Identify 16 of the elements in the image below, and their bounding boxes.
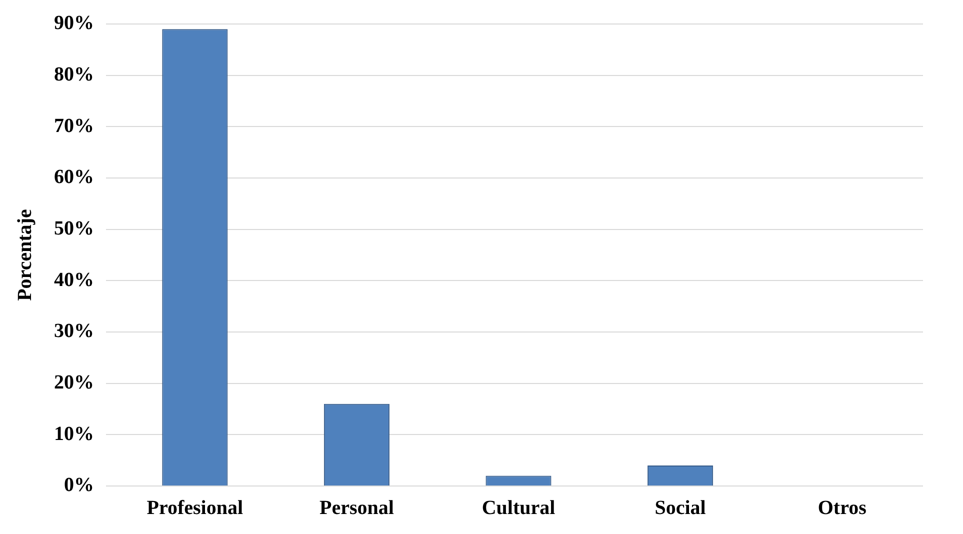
y-axis-title: Porcentaje [14, 208, 36, 301]
y-tick-label: 0% [64, 474, 94, 496]
y-tick-label: 60% [54, 166, 94, 188]
y-tick-label: 10% [54, 422, 94, 445]
x-tick-label: Personal [319, 497, 394, 520]
y-tick-label: 30% [54, 320, 94, 342]
y-tick-label: 20% [54, 372, 94, 394]
y-tick-label: 50% [54, 218, 94, 240]
x-tick-label: Social [654, 497, 706, 520]
y-tick-label: 70% [54, 114, 94, 137]
y-tick-label: 80% [54, 64, 94, 86]
x-tick-label: Cultural [482, 497, 556, 520]
x-tick-label: Otros [818, 497, 867, 520]
x-tick-label: Profesional [146, 497, 244, 520]
y-tick-label: 40% [54, 268, 94, 291]
y-tick-label: 90% [54, 12, 94, 34]
